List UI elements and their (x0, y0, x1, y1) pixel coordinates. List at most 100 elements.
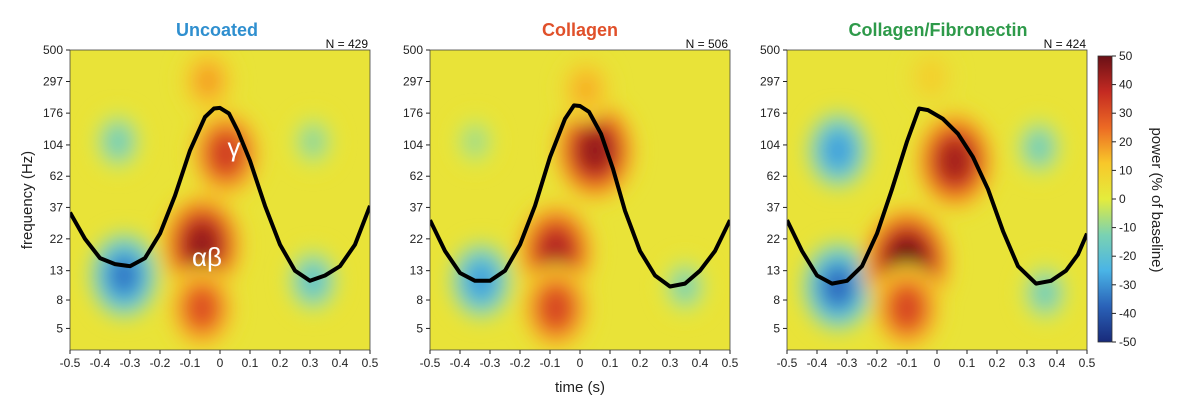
power-blob-pos (211, 135, 241, 172)
y-tick-label: 62 (410, 169, 424, 183)
y-tick-label: 8 (416, 293, 423, 307)
power-blob-pos (188, 290, 216, 326)
power-blob-neg (824, 133, 852, 168)
x-tick-label: 0 (577, 356, 584, 370)
colorbar-tick-label: 10 (1119, 163, 1133, 177)
power-blob-pos (541, 290, 571, 326)
y-tick-label: 176 (403, 106, 423, 120)
power-blob-pos (892, 290, 922, 326)
power-blob-pos (540, 230, 572, 271)
x-tick-label: 0 (934, 356, 941, 370)
colorbar-tick-label: -20 (1119, 249, 1137, 263)
y-tick-label: 37 (410, 200, 424, 214)
x-tick-label: -0.4 (807, 356, 828, 370)
power-blob-pos (196, 67, 220, 95)
y-tick-label: 62 (50, 169, 64, 183)
colorbar-tick-label: -10 (1119, 221, 1137, 235)
panel-title-collagen-fibronectin: Collagen/Fibronectin (848, 20, 1027, 40)
y-tick-label: 500 (43, 43, 63, 57)
x-tick-label: 0.1 (242, 356, 259, 370)
y-tick-label: 297 (43, 74, 63, 88)
x-tick-label: -0.1 (897, 356, 918, 370)
x-tick-label: 0.2 (989, 356, 1006, 370)
x-tick-label: -0.1 (180, 356, 201, 370)
x-tick-label: 0.1 (959, 356, 976, 370)
colorbar-tick-label: -40 (1119, 306, 1137, 320)
x-tick-label: 0.5 (722, 356, 739, 370)
lfp-trace-line (787, 106, 1087, 286)
x-tick-label: 0.4 (332, 356, 349, 370)
y-tick-label: 297 (760, 74, 780, 88)
power-blob-neg (466, 130, 484, 153)
y-tick-label: 13 (767, 264, 781, 278)
x-tick-label: -0.5 (60, 356, 81, 370)
x-axis-title: time (s) (555, 379, 605, 396)
colorbar-tick-label: -50 (1119, 335, 1137, 349)
x-tick-label: 0.2 (272, 356, 289, 370)
y-tick-label: 5 (416, 321, 423, 335)
n-label-uncoated: N = 429 (326, 37, 369, 51)
x-tick-label: 0.3 (302, 356, 319, 370)
n-label-collagen-fibronectin: N = 424 (1044, 37, 1087, 51)
x-tick-label: -0.5 (420, 356, 441, 370)
power-blob-neg (303, 129, 323, 154)
x-tick-label: -0.2 (867, 356, 888, 370)
colorbar-gradient (1097, 55, 1113, 343)
y-tick-label: 62 (767, 169, 781, 183)
colorbar-tick-label: 30 (1119, 106, 1133, 120)
power-blob-pos (575, 76, 597, 103)
colorbar-tick-label: 50 (1119, 49, 1133, 63)
y-tick-label: 5 (56, 321, 63, 335)
x-tick-label: -0.5 (777, 356, 798, 370)
colorbar-tick-label: 40 (1119, 78, 1133, 92)
y-tick-label: 500 (760, 43, 780, 57)
x-tick-label: 0.3 (1019, 356, 1036, 370)
x-tick-label: -0.1 (540, 356, 561, 370)
y-tick-label: 176 (760, 106, 780, 120)
y-tick-label: 37 (50, 200, 64, 214)
x-tick-label: -0.3 (120, 356, 141, 370)
y-tick-label: 500 (403, 43, 423, 57)
y-tick-label: 104 (760, 138, 780, 152)
y-tick-label: 8 (56, 293, 63, 307)
y-tick-label: 5 (773, 321, 780, 335)
x-tick-label: 0.3 (662, 356, 679, 370)
y-tick-label: 104 (403, 138, 423, 152)
y-tick-label: 22 (767, 232, 781, 246)
x-tick-label: 0.4 (1049, 356, 1066, 370)
y-tick-label: 104 (43, 138, 63, 152)
power-blob-pos (938, 140, 972, 182)
x-tick-label: -0.2 (150, 356, 171, 370)
y-tick-label: 13 (410, 264, 424, 278)
y-tick-label: 297 (403, 74, 423, 88)
x-tick-label: 0.5 (1079, 356, 1096, 370)
lfp-trace-line (430, 103, 730, 289)
y-tick-label: 8 (773, 293, 780, 307)
x-tick-label: -0.3 (837, 356, 858, 370)
y-tick-label: 37 (767, 200, 781, 214)
colorbar-tick-label: -30 (1119, 278, 1137, 292)
power-blob-neg (1028, 134, 1050, 161)
colorbar: 50 40 30 20 10 0 -10 -20 -30 -40 -50 (1097, 49, 1137, 349)
gamma-annotation: γ (228, 132, 241, 162)
power-blob-neg (1034, 280, 1056, 306)
power-blob-neg (822, 267, 854, 306)
x-tick-label: 0 (217, 356, 224, 370)
power-blob-pos (185, 223, 219, 266)
y-tick-label: 176 (43, 106, 63, 120)
lfp-trace-line (70, 105, 370, 283)
x-tick-label: 0.2 (632, 356, 649, 370)
power-blob-pos (921, 65, 941, 89)
y-tick-label: 22 (410, 232, 424, 246)
x-tick-label: 0.1 (602, 356, 619, 370)
panel-title-uncoated: Uncoated (176, 20, 258, 40)
x-tick-label: 0.5 (362, 356, 379, 370)
y-tick-label: 13 (50, 264, 64, 278)
x-tick-label: -0.2 (510, 356, 531, 370)
colorbar-title: power (% of baseline) (1148, 127, 1165, 272)
colorbar-tick-label: 20 (1119, 135, 1133, 149)
x-tick-label: -0.3 (480, 356, 501, 370)
x-tick-label: -0.4 (90, 356, 111, 370)
